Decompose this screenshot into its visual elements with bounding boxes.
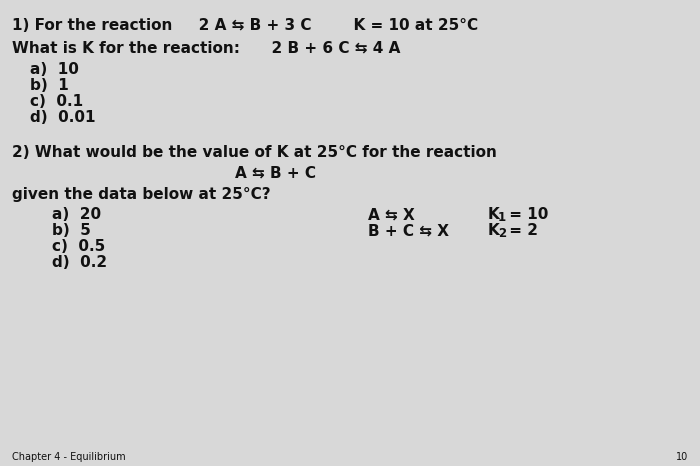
Text: K: K <box>488 207 500 222</box>
Text: d)  0.2: d) 0.2 <box>52 255 107 270</box>
Text: c)  0.1: c) 0.1 <box>30 94 83 109</box>
Text: d)  0.01: d) 0.01 <box>30 110 95 125</box>
Text: A ⇆ X: A ⇆ X <box>368 207 414 222</box>
Text: b)  1: b) 1 <box>30 78 69 93</box>
Text: given the data below at 25°C?: given the data below at 25°C? <box>12 187 271 202</box>
Text: 10: 10 <box>676 452 688 462</box>
Text: B + C ⇆ X: B + C ⇆ X <box>368 223 449 238</box>
Text: 2) What would be the value of K at 25°C for the reaction: 2) What would be the value of K at 25°C … <box>12 145 497 160</box>
Text: = 2: = 2 <box>504 223 538 238</box>
Text: 2: 2 <box>498 227 506 240</box>
Text: 1: 1 <box>498 211 506 224</box>
Text: Chapter 4 - Equilibrium: Chapter 4 - Equilibrium <box>12 452 125 462</box>
Text: = 10: = 10 <box>504 207 548 222</box>
Text: K: K <box>488 223 500 238</box>
Text: a)  20: a) 20 <box>52 207 101 222</box>
Text: What is K for the reaction:      2 B + 6 C ⇆ 4 A: What is K for the reaction: 2 B + 6 C ⇆ … <box>12 40 400 55</box>
Text: 1) For the reaction     2 A ⇆ B + 3 C        K = 10 at 25°C: 1) For the reaction 2 A ⇆ B + 3 C K = 10… <box>12 18 478 33</box>
Text: A ⇆ B + C: A ⇆ B + C <box>235 165 316 180</box>
Text: b)  5: b) 5 <box>52 223 91 238</box>
Text: a)  10: a) 10 <box>30 62 79 77</box>
Text: c)  0.5: c) 0.5 <box>52 239 105 254</box>
